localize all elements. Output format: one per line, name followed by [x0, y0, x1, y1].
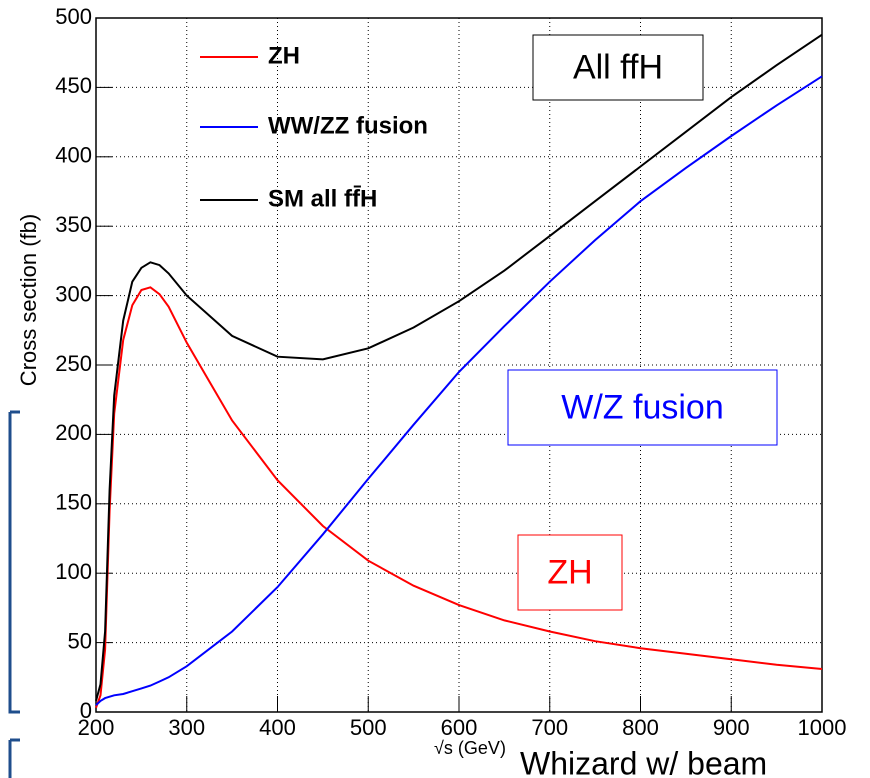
- y-tick-label: 300: [55, 281, 92, 306]
- y-tick-label: 400: [55, 143, 92, 168]
- x-tick-label: 500: [350, 715, 387, 740]
- annotation-box: [517, 534, 623, 611]
- legend-label: WW/ZZ fusion: [268, 112, 428, 139]
- y-tick-label: 500: [55, 4, 92, 29]
- annotation-box: [507, 369, 778, 446]
- plot-frame: [95, 17, 823, 713]
- annotation: ZH: [547, 553, 592, 591]
- legend-label: SM all ff̄H: [268, 185, 377, 212]
- y-tick-label: 450: [55, 73, 92, 98]
- x-tick-label: 1000: [798, 715, 847, 740]
- y-tick-label: 0: [80, 698, 92, 723]
- x-tick-label: 400: [259, 715, 296, 740]
- x-tick-label: 800: [622, 715, 659, 740]
- frame-decoration: [8, 410, 20, 778]
- y-tick-label: 350: [55, 212, 92, 237]
- x-tick-label: 300: [168, 715, 205, 740]
- x-tick-label: 200: [78, 715, 115, 740]
- y-tick-label: 200: [55, 420, 92, 445]
- y-tick-label: 100: [55, 559, 92, 584]
- series-line: [95, 75, 823, 706]
- legend-label: ZH: [268, 42, 300, 69]
- annotation-box: [532, 34, 704, 101]
- note: Whizard w/ beam: [520, 745, 767, 778]
- series-line: [95, 286, 823, 709]
- y-tick-label: 150: [55, 490, 92, 515]
- annotation: W/Z fusion: [561, 388, 723, 426]
- series-line: [95, 33, 823, 702]
- annotation: All ffH: [573, 48, 663, 86]
- y-tick-label: 250: [55, 351, 92, 376]
- x-tick-label: 900: [713, 715, 750, 740]
- x-axis-label: √s (GeV): [434, 738, 506, 758]
- y-axis-label: Cross section (fb): [16, 214, 41, 386]
- y-tick-label: 50: [68, 628, 92, 653]
- x-tick-label: 700: [531, 715, 568, 740]
- x-tick-label: 600: [441, 715, 478, 740]
